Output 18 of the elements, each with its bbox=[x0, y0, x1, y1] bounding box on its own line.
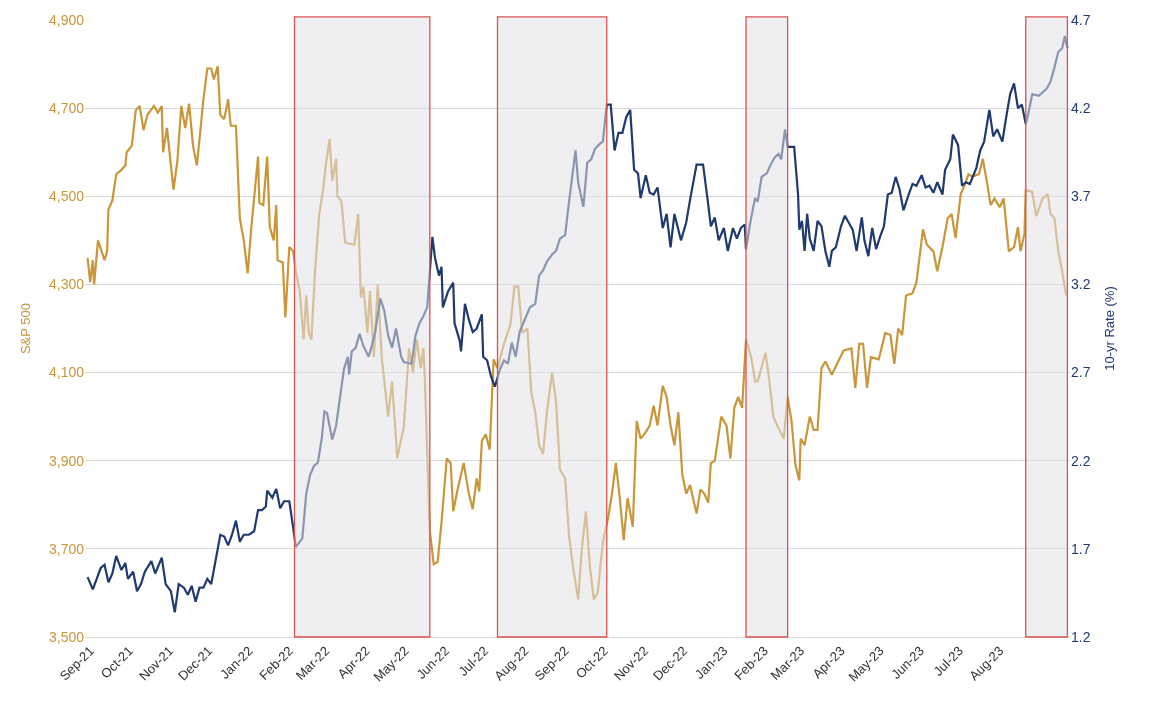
y2-axis-title: 10-yr Rate (%) bbox=[1102, 286, 1118, 371]
y2-tick-label: 4.2 bbox=[1071, 100, 1091, 117]
y-tick-label: 4,500 bbox=[48, 188, 85, 205]
y2-tick-label: 1.2 bbox=[1071, 628, 1091, 645]
y2-tick-label: 4.7 bbox=[1071, 11, 1091, 28]
y2-tick-label: 3.2 bbox=[1071, 276, 1091, 293]
y-tick-label: 4,100 bbox=[48, 364, 85, 381]
y-axis-title: S&P 500 bbox=[17, 302, 33, 355]
y2-tick-label: 1.7 bbox=[1071, 540, 1091, 557]
y2-tick-label: 3.7 bbox=[1071, 188, 1091, 205]
y2-tick-label: 2.7 bbox=[1071, 364, 1091, 381]
y-tick-label: 3,900 bbox=[48, 452, 85, 469]
y-tick-label: 4,700 bbox=[48, 100, 85, 117]
y-tick-label: 4,900 bbox=[48, 11, 85, 28]
y-tick-label: 3,700 bbox=[48, 540, 85, 557]
y2-tick-label: 2.2 bbox=[1071, 452, 1091, 469]
y-tick-label: 4,300 bbox=[48, 276, 85, 293]
y-tick-label: 3,500 bbox=[48, 628, 85, 645]
